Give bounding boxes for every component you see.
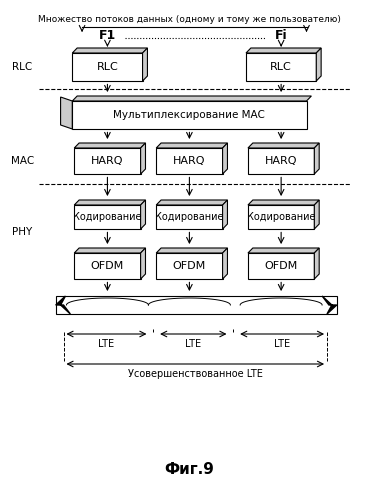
Polygon shape (156, 143, 227, 148)
Polygon shape (314, 248, 319, 279)
Text: OFDM: OFDM (173, 261, 206, 271)
Text: Мультиплексирование MAC: Мультиплексирование MAC (113, 110, 265, 120)
Text: OFDM: OFDM (265, 261, 298, 271)
Text: LTE: LTE (185, 339, 201, 349)
Polygon shape (314, 200, 319, 229)
Text: HARQ: HARQ (265, 156, 298, 166)
Polygon shape (316, 48, 321, 81)
Text: Кодирование: Кодирование (247, 212, 315, 222)
Polygon shape (222, 200, 227, 229)
Text: MAC: MAC (11, 156, 34, 166)
Polygon shape (74, 248, 146, 253)
Polygon shape (248, 248, 319, 253)
Bar (74, 148, 141, 174)
Text: Кодирование: Кодирование (73, 212, 142, 222)
Text: LTE: LTE (274, 339, 290, 349)
Text: Усовершенствованное LTE: Усовершенствованное LTE (128, 369, 263, 379)
Text: Fi: Fi (275, 28, 287, 41)
Polygon shape (74, 143, 146, 148)
Text: PHY: PHY (13, 227, 33, 237)
Bar (156, 253, 222, 279)
Polygon shape (314, 143, 319, 174)
Bar (72, 53, 143, 81)
Text: Фиг.9: Фиг.9 (164, 462, 215, 477)
Bar (248, 253, 314, 279)
Bar (56, 296, 337, 314)
Polygon shape (156, 248, 227, 253)
Polygon shape (222, 248, 227, 279)
Text: HARQ: HARQ (91, 156, 124, 166)
Bar (74, 253, 141, 279)
Polygon shape (72, 96, 312, 101)
Bar (74, 205, 141, 229)
Polygon shape (72, 48, 147, 53)
Bar (246, 53, 316, 81)
Bar (156, 148, 222, 174)
Text: F1: F1 (99, 28, 116, 41)
Bar (156, 205, 222, 229)
Polygon shape (143, 48, 147, 81)
Polygon shape (248, 200, 319, 205)
Polygon shape (222, 143, 227, 174)
Polygon shape (248, 143, 319, 148)
Text: Множество потоков данных (одному и тому же пользователю): Множество потоков данных (одному и тому … (38, 14, 341, 23)
Text: HARQ: HARQ (173, 156, 206, 166)
Polygon shape (156, 200, 227, 205)
Text: RLC: RLC (97, 62, 118, 72)
Polygon shape (322, 296, 337, 314)
Polygon shape (246, 48, 321, 53)
Text: RLC: RLC (270, 62, 292, 72)
Text: Кодирование: Кодирование (155, 212, 224, 222)
Polygon shape (141, 200, 146, 229)
Text: RLC: RLC (13, 62, 33, 72)
Polygon shape (61, 97, 72, 129)
Polygon shape (56, 296, 70, 314)
Bar (248, 148, 314, 174)
Text: OFDM: OFDM (91, 261, 124, 271)
Polygon shape (74, 200, 146, 205)
Polygon shape (141, 143, 146, 174)
Bar (248, 205, 314, 229)
Bar (72, 101, 307, 129)
Polygon shape (141, 248, 146, 279)
Text: LTE: LTE (99, 339, 114, 349)
